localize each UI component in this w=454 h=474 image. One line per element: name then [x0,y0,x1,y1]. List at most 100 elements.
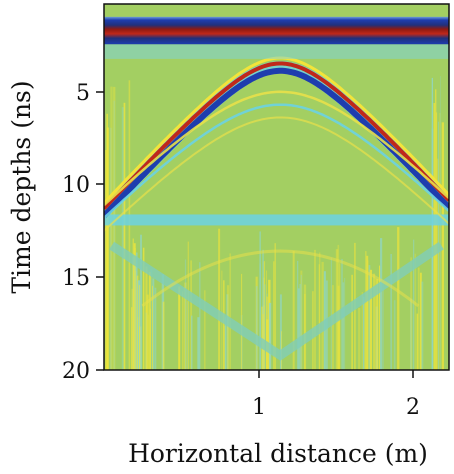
noise-streak [184,259,187,370]
noise-streak [337,285,340,370]
noise-streak [413,239,415,370]
noise-streak [338,318,340,370]
noise-streak [273,261,275,370]
noise-streak [331,285,334,370]
noise-streak [266,296,269,370]
noise-streak [227,285,230,370]
noise-streak [184,282,187,370]
noise-streak [123,102,126,370]
noise-streak [300,274,302,370]
hyperbola-red-arm [104,61,449,210]
noise-streak [146,294,149,370]
noise-streak [197,317,200,370]
noise-streak [330,257,332,370]
noise-streak [241,273,243,370]
noise-streak [268,302,272,370]
noise-streak [382,279,384,370]
noise-streak [375,278,378,370]
noise-streak [134,247,136,370]
hyperbola-inner-1 [104,90,449,207]
noise-streak [397,227,400,370]
noise-streak [358,307,361,370]
noise-streak [421,281,424,370]
noise-streak [113,86,116,370]
y-tick-label: 15 [62,266,90,291]
noise-streak [113,100,115,370]
noise-streak [106,127,109,370]
noise-streak [437,158,439,370]
noise-streak [303,284,307,370]
noise-streak [226,294,229,370]
lower-v-reflection [109,241,444,361]
noise-streak [376,279,379,370]
noise-streak [390,254,392,370]
x-tick-label: 1 [252,395,266,420]
noise-streak [304,294,306,370]
y-axis: 5 10 15 20 [62,81,104,384]
noise-streak [148,271,151,370]
noise-streak [255,286,258,370]
noise-streak [379,265,381,370]
noise-streak [128,80,131,370]
hyperbola-inner-2 [104,103,449,219]
noise-streak [145,266,148,370]
noise-streak [321,261,324,370]
noise-streak [204,290,206,370]
noise-streak [419,272,422,370]
x-axis: 1 2 [252,370,420,420]
noise-streak [274,243,276,370]
noise-streak [373,273,376,370]
noise-streak [223,326,226,370]
y-tick-label: 5 [76,81,90,106]
noise-streak [150,269,153,370]
noise-streak [368,265,371,370]
noise-streak [440,76,441,370]
noise-streak [410,257,412,370]
x-axis-title: Horizontal distance (m) [128,439,428,468]
noise-streak [121,107,125,370]
noise-streak [152,278,155,370]
noise-streak [366,255,369,370]
noise-streak [199,262,201,370]
noise-streak [435,112,438,370]
y-axis-title: Time depths (ns) [7,80,36,293]
noise-streak [223,280,225,370]
noise-streak [417,267,420,370]
noise-streak [281,331,282,370]
radargram-heatmap [104,4,449,370]
noise-streak [229,253,231,370]
plot-frame [103,3,450,371]
noise-streak [344,277,346,370]
noise-streak [150,308,151,370]
noise-streak [297,288,300,370]
noise-streak [365,251,367,370]
x-tick-label: 2 [406,395,420,420]
noise-streak [369,269,372,370]
noise-streak [183,287,185,370]
noise-streak [162,301,165,370]
noise-streak [259,263,261,370]
noise-streak [431,77,433,370]
noise-streak [380,238,383,370]
noise-streak [279,294,282,370]
noise-streak [191,315,193,370]
noise-streak [187,241,189,370]
noise-streak [363,296,365,370]
noise-streak [300,270,303,370]
noise-streak [224,316,226,370]
noise-streak [361,292,363,370]
noise-streak [441,122,444,370]
horizontal-reflection-band [104,214,449,226]
noise-streak [140,234,142,370]
noise-streak [367,260,369,370]
noise-streak [259,231,261,370]
noise-streak [292,251,295,370]
noise-streak [262,249,264,370]
noise-streak [439,113,441,370]
noise-streak [110,86,113,370]
noise-streak [414,253,416,370]
noise-streak [105,150,107,370]
noise-streak [136,275,139,370]
noise-streak [131,307,133,370]
